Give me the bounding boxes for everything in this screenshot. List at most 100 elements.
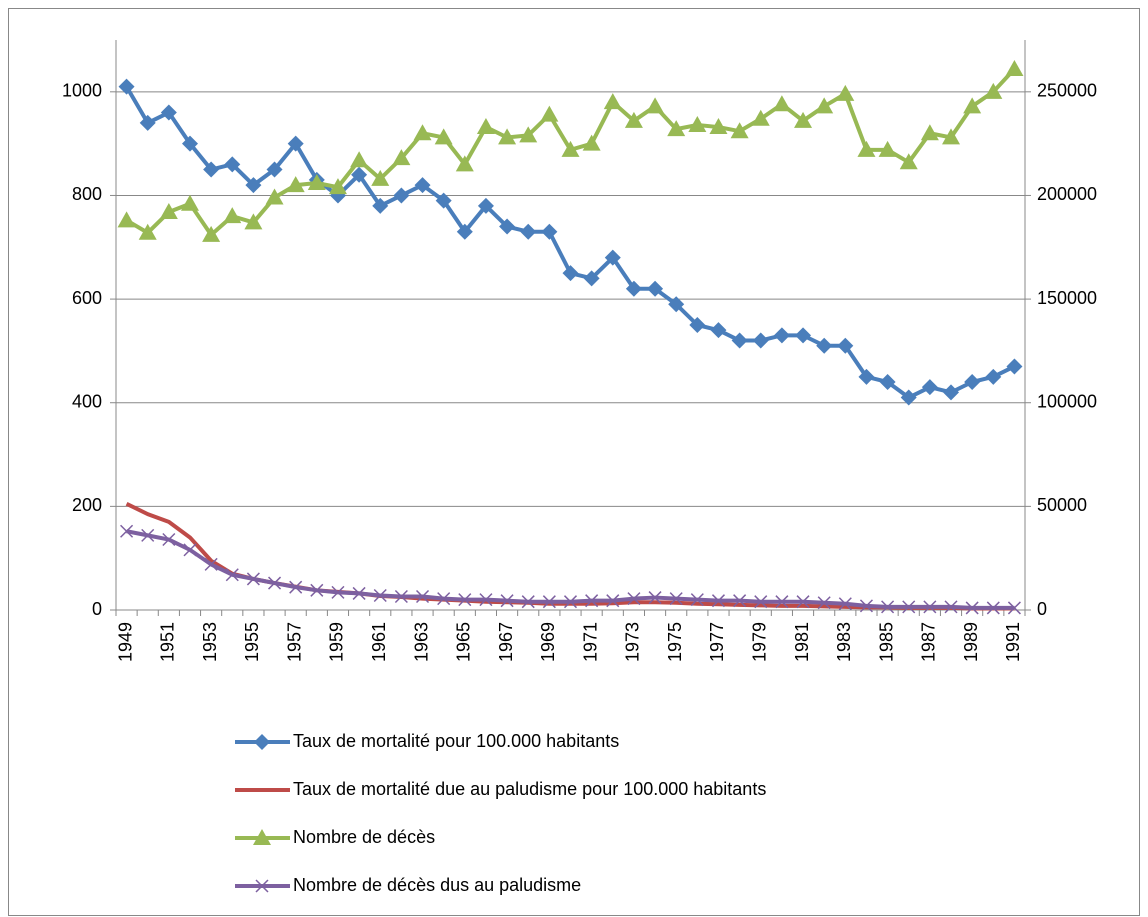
x-tick-label: 1955 xyxy=(242,622,262,662)
point-marker xyxy=(352,586,366,600)
point-marker xyxy=(477,197,494,214)
point-marker xyxy=(585,594,599,608)
point-marker xyxy=(393,187,410,204)
point-marker xyxy=(878,140,897,157)
point-marker xyxy=(648,591,662,605)
y2-tick-label: 100000 xyxy=(1037,391,1097,411)
point-marker xyxy=(795,327,812,344)
legend-label: Taux de mortalité due au paludisme pour … xyxy=(293,779,766,799)
point-marker xyxy=(836,84,855,101)
y2-tick-label: 50000 xyxy=(1037,495,1087,515)
point-marker xyxy=(159,203,178,220)
point-marker xyxy=(1007,601,1021,615)
point-marker xyxy=(350,151,369,168)
point-marker xyxy=(562,265,579,282)
point-marker xyxy=(1006,358,1023,375)
legend-label: Taux de mortalité pour 100.000 habitants xyxy=(293,731,619,751)
y2-tick-label: 150000 xyxy=(1037,288,1097,308)
point-marker xyxy=(985,368,1002,385)
x-tick-label: 1989 xyxy=(961,622,981,662)
point-marker xyxy=(328,178,347,195)
point-marker xyxy=(794,111,813,128)
point-marker xyxy=(899,153,918,170)
point-marker xyxy=(244,213,263,230)
point-marker xyxy=(647,280,664,297)
point-marker xyxy=(287,135,304,152)
point-marker xyxy=(521,595,535,609)
point-marker xyxy=(965,601,979,615)
point-marker xyxy=(519,126,538,143)
point-marker xyxy=(286,176,305,193)
point-marker xyxy=(730,122,749,139)
x-tick-label: 1963 xyxy=(411,622,431,662)
point-marker xyxy=(921,379,938,396)
point-marker xyxy=(437,592,451,606)
point-marker xyxy=(711,594,726,608)
point-marker xyxy=(838,597,852,611)
point-marker xyxy=(138,223,157,240)
point-marker xyxy=(754,595,768,609)
point-marker xyxy=(964,374,981,390)
point-marker xyxy=(817,596,831,610)
point-marker xyxy=(667,120,686,137)
point-marker xyxy=(902,600,916,614)
x-tick-label: 1987 xyxy=(919,622,939,662)
point-marker xyxy=(118,78,135,95)
point-marker xyxy=(372,197,389,214)
point-marker xyxy=(900,389,917,406)
point-marker xyxy=(541,223,558,240)
legend-marker xyxy=(254,734,270,750)
x-tick-label: 1949 xyxy=(115,622,135,662)
point-marker xyxy=(246,572,260,586)
point-marker xyxy=(690,593,704,607)
point-marker xyxy=(392,149,411,166)
point-marker xyxy=(710,322,727,339)
x-tick-label: 1961 xyxy=(369,622,389,662)
point-marker xyxy=(120,524,134,538)
point-marker xyxy=(542,595,556,609)
point-marker xyxy=(984,82,1003,99)
x-tick-label: 1957 xyxy=(284,622,304,662)
point-marker xyxy=(183,543,197,557)
point-marker xyxy=(434,128,453,145)
point-marker xyxy=(289,580,303,594)
point-marker xyxy=(689,317,706,333)
point-marker xyxy=(815,97,834,114)
point-marker xyxy=(772,95,791,112)
point-marker xyxy=(500,594,514,608)
point-marker xyxy=(606,594,620,608)
point-marker xyxy=(414,177,431,194)
point-marker xyxy=(223,207,242,224)
point-marker xyxy=(857,140,876,157)
y-tick-label: 600 xyxy=(72,288,102,308)
point-marker xyxy=(627,592,641,606)
point-marker xyxy=(879,374,896,390)
y-tick-label: 0 xyxy=(92,599,102,619)
y2-tick-label: 250000 xyxy=(1037,81,1097,101)
point-marker xyxy=(202,225,221,242)
point-marker xyxy=(180,194,199,211)
point-marker xyxy=(775,595,789,609)
point-marker xyxy=(139,114,156,131)
x-tick-label: 1977 xyxy=(707,622,727,662)
x-tick-label: 1979 xyxy=(750,622,770,662)
x-tick-label: 1967 xyxy=(496,622,516,662)
point-marker xyxy=(499,218,516,235)
x-tick-label: 1973 xyxy=(623,622,643,662)
point-marker xyxy=(669,592,683,606)
point-marker xyxy=(266,161,283,178)
point-marker xyxy=(224,156,241,173)
point-marker xyxy=(688,115,707,132)
point-marker xyxy=(160,104,177,121)
point-marker xyxy=(498,128,517,145)
point-marker xyxy=(203,161,220,178)
point-marker xyxy=(415,589,430,604)
point-marker xyxy=(816,337,833,354)
point-marker xyxy=(141,528,155,542)
y-tick-label: 800 xyxy=(72,184,102,204)
x-tick-label: 1951 xyxy=(158,622,178,662)
point-marker xyxy=(943,384,960,401)
point-marker xyxy=(604,249,621,266)
point-marker xyxy=(268,576,282,590)
